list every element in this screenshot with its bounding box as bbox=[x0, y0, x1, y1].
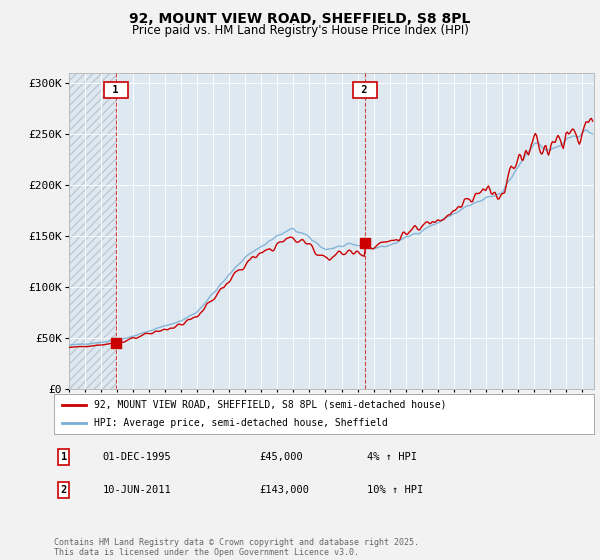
Text: 1: 1 bbox=[61, 452, 67, 462]
Text: Contains HM Land Registry data © Crown copyright and database right 2025.
This d: Contains HM Land Registry data © Crown c… bbox=[54, 538, 419, 557]
Text: £45,000: £45,000 bbox=[259, 452, 303, 462]
Text: 92, MOUNT VIEW ROAD, SHEFFIELD, S8 8PL: 92, MOUNT VIEW ROAD, SHEFFIELD, S8 8PL bbox=[130, 12, 470, 26]
Text: 01-DEC-1995: 01-DEC-1995 bbox=[103, 452, 172, 462]
Text: Price paid vs. HM Land Registry's House Price Index (HPI): Price paid vs. HM Land Registry's House … bbox=[131, 24, 469, 36]
Text: £143,000: £143,000 bbox=[259, 485, 309, 495]
Text: 4% ↑ HPI: 4% ↑ HPI bbox=[367, 452, 417, 462]
Text: 2: 2 bbox=[61, 485, 67, 495]
Text: 10% ↑ HPI: 10% ↑ HPI bbox=[367, 485, 424, 495]
Text: 2: 2 bbox=[355, 85, 374, 95]
Text: HPI: Average price, semi-detached house, Sheffield: HPI: Average price, semi-detached house,… bbox=[95, 418, 388, 428]
Text: 1: 1 bbox=[106, 85, 125, 95]
Bar bbox=[69, 73, 116, 389]
Text: 92, MOUNT VIEW ROAD, SHEFFIELD, S8 8PL (semi-detached house): 92, MOUNT VIEW ROAD, SHEFFIELD, S8 8PL (… bbox=[95, 400, 447, 409]
Text: 10-JUN-2011: 10-JUN-2011 bbox=[103, 485, 172, 495]
